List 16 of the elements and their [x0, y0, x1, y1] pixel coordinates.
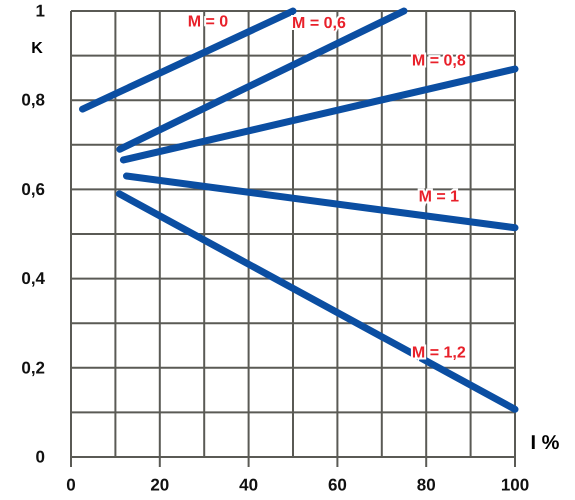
x-tick-label: 40: [239, 475, 258, 494]
x-axis-title: I %: [530, 432, 560, 454]
y-tick-label: 1: [36, 1, 45, 20]
x-tick-label: 60: [328, 475, 347, 494]
y-axis-title: K: [31, 40, 44, 57]
y-tick-label: 0,6: [21, 180, 45, 199]
y-tick-label: 0,8: [21, 90, 45, 110]
series-label: M = 0: [188, 13, 228, 30]
x-tick-label: 0: [66, 475, 76, 494]
x-tick-label: 20: [150, 475, 170, 494]
y-tick-label: 0,4: [21, 269, 46, 288]
y-tick-label: 0: [36, 447, 45, 466]
x-tick-label: 80: [416, 475, 436, 494]
series-label: M = 0,8: [412, 52, 466, 70]
x-tick-label: 100: [500, 475, 530, 494]
y-tick-label: 0,2: [21, 358, 45, 378]
